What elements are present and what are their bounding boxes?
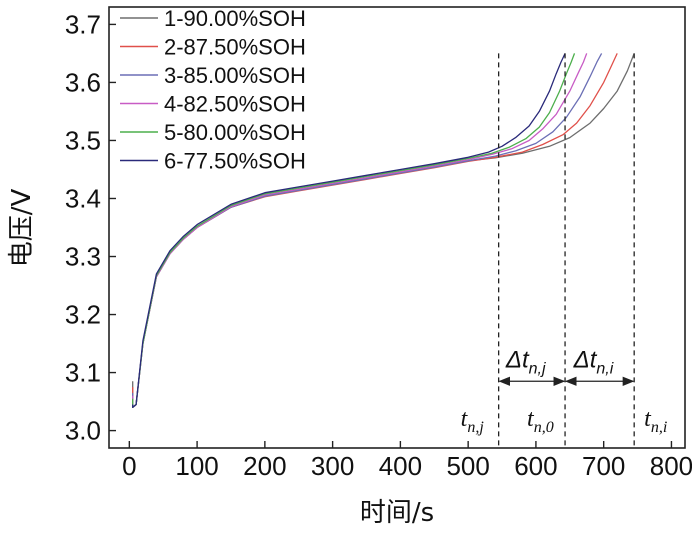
time-marker-label: tn,i	[644, 406, 667, 436]
time-marker-label: tn,j	[461, 406, 485, 436]
interval-label: Δtn,j	[505, 346, 546, 377]
y-tick-label: 3.7	[65, 9, 101, 39]
interval-label-subscript: n,j	[529, 360, 546, 377]
y-tick-label: 3.3	[65, 242, 101, 272]
y-tick-label: 3.0	[65, 416, 101, 446]
interval-label-main: Δt	[505, 346, 530, 373]
legend-label: 1-90.00%SOH	[164, 6, 306, 31]
plot-frame	[108, 6, 686, 449]
x-tick-label: 200	[243, 451, 286, 481]
x-tick-label: 400	[379, 451, 422, 481]
interval-label: Δtn,i	[573, 346, 614, 377]
series-line-6	[132, 53, 566, 409]
x-tick-label: 700	[582, 451, 625, 481]
x-tick-label: 500	[446, 451, 489, 481]
legend-label: 4-82.50%SOH	[164, 92, 306, 117]
time-marker-subscript: n,j	[467, 419, 484, 436]
y-tick-label: 3.2	[65, 300, 101, 330]
legend-label: 5-80.00%SOH	[164, 120, 306, 145]
legend: 1-90.00%SOH 2-87.50%SOH 3-85.00%SOH 4-82.50…	[120, 6, 306, 174]
axis-ticks: 0 100 200 300 400 500 600 700 800 3.0 3.1 3.2 3.3 3.4…	[65, 9, 692, 481]
series-lines	[132, 53, 635, 409]
y-tick-label: 3.1	[65, 358, 101, 388]
legend-label: 6-77.50%SOH	[164, 149, 306, 174]
time-marker-subscript: n,i	[651, 419, 667, 436]
x-tick-label: 300	[311, 451, 354, 481]
x-tick-label: 800	[650, 451, 692, 481]
y-tick-label: 3.6	[65, 67, 101, 97]
time-marker-subscript: n,0	[534, 419, 554, 436]
y-tick-label: 3.5	[65, 125, 101, 155]
legend-label: 3-85.00%SOH	[164, 63, 306, 88]
y-tick-label: 3.4	[65, 183, 101, 213]
x-tick-label: 0	[122, 451, 136, 481]
legend-label: 2-87.50%SOH	[164, 35, 306, 60]
x-tick-label: 100	[175, 451, 218, 481]
y-axis-title: 电压/V	[7, 189, 37, 268]
x-tick-label: 600	[514, 451, 557, 481]
interval-label-subscript: n,i	[596, 360, 613, 377]
x-axis-title: 时间/s	[360, 498, 434, 528]
interval-label-main: Δt	[573, 346, 598, 373]
time-marker-label: tn,0	[527, 406, 554, 436]
